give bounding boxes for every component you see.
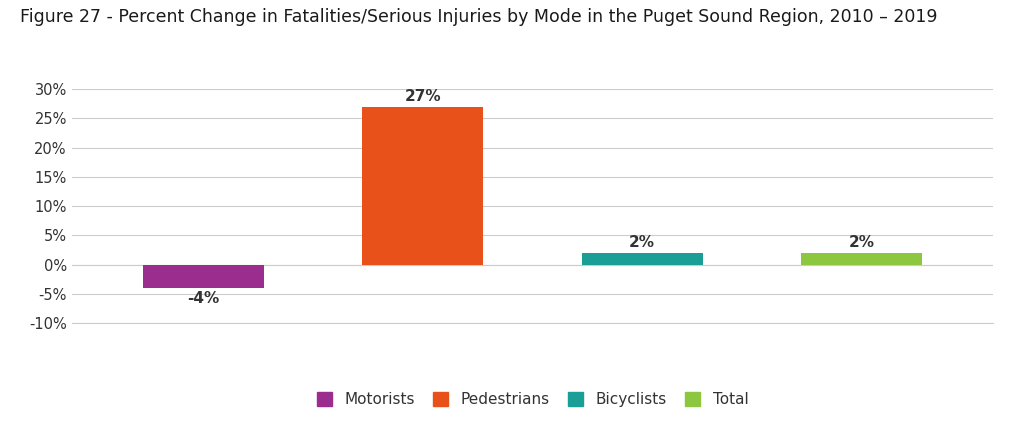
Bar — [362, 107, 483, 264]
Text: Figure 27 - Percent Change in Fatalities/Serious Injuries by Mode in the Puget S: Figure 27 - Percent Change in Fatalities… — [20, 8, 938, 26]
Bar — [582, 253, 702, 264]
Text: 2%: 2% — [849, 235, 874, 250]
Bar — [801, 253, 922, 264]
Bar — [143, 264, 264, 288]
Text: 2%: 2% — [629, 235, 655, 250]
Text: 27%: 27% — [404, 89, 441, 104]
Text: -4%: -4% — [187, 291, 219, 306]
Legend: Motorists, Pedestrians, Bicyclists, Total: Motorists, Pedestrians, Bicyclists, Tota… — [310, 386, 755, 414]
